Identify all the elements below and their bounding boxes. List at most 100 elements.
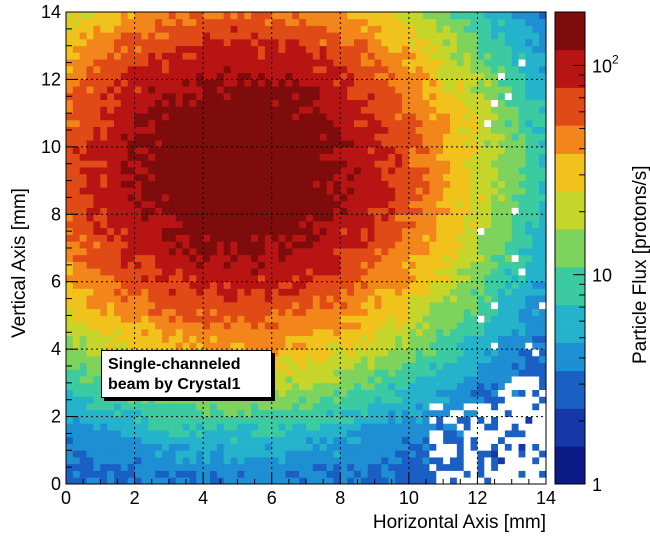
- heatmap-cell: [504, 12, 513, 20]
- heatmap-cell: [162, 457, 170, 465]
- heatmap-cell: [415, 308, 423, 316]
- heatmap-cell: [415, 430, 423, 438]
- heatmap-cell: [422, 301, 430, 310]
- heatmap-cell: [436, 261, 444, 269]
- heatmap-cell: [278, 106, 286, 114]
- heatmap-cell: [498, 362, 506, 370]
- heatmap-cell: [175, 99, 183, 107]
- heatmap-cell: [134, 254, 142, 262]
- heatmap-cell: [374, 59, 382, 67]
- heatmap-cell: [436, 200, 444, 208]
- heatmap-cell: [203, 315, 211, 323]
- heatmap-cell: [354, 221, 362, 229]
- heatmap-cell: [518, 214, 526, 222]
- heatmap-cell: [443, 133, 451, 141]
- heatmap-cell: [155, 268, 163, 276]
- heatmap-cell: [168, 443, 177, 451]
- heatmap-cell: [374, 187, 382, 195]
- heatmap-cell: [388, 234, 396, 242]
- heatmap-cell: [72, 477, 81, 485]
- heatmap-cell: [470, 25, 478, 33]
- heatmap-cell: [333, 79, 341, 87]
- heatmap-cell: [127, 173, 135, 181]
- heatmap-cell: [402, 281, 410, 289]
- heatmap-cell: [278, 315, 286, 323]
- heatmap-cell: [367, 207, 375, 215]
- heatmap-cell: [354, 396, 362, 404]
- heatmap-cell: [210, 65, 218, 74]
- heatmap-cell: [450, 261, 458, 269]
- heatmap-cell: [429, 167, 437, 175]
- heatmap-cell: [477, 79, 485, 87]
- heatmap-cell: [203, 126, 211, 134]
- heatmap-cell: [162, 86, 170, 94]
- heatmap-cell: [463, 38, 471, 47]
- heatmap-cell: [210, 261, 218, 269]
- heatmap-cell: [470, 72, 478, 80]
- heatmap-cell: [360, 274, 369, 283]
- heatmap-cell: [319, 18, 327, 26]
- heatmap-cell: [196, 92, 204, 101]
- heatmap-cell: [532, 221, 540, 229]
- heatmap-cell: [155, 322, 163, 330]
- heatmap-cell: [292, 221, 300, 229]
- heatmap-cell: [360, 396, 369, 404]
- heatmap-cell: [436, 12, 444, 20]
- heatmap-cell: [395, 207, 403, 215]
- heatmap-cell: [429, 65, 437, 74]
- heatmap-cell: [436, 18, 444, 26]
- heatmap-cell: [484, 288, 492, 296]
- heatmap-cell: [237, 126, 245, 134]
- heatmap-cell: [66, 32, 74, 40]
- heatmap-cell: [258, 72, 266, 80]
- heatmap-cell: [326, 416, 334, 424]
- heatmap-cell: [271, 376, 279, 384]
- heatmap-cell: [107, 187, 115, 195]
- heatmap-cell: [408, 416, 417, 424]
- heatmap-cell: [175, 328, 183, 337]
- heatmap-cell: [532, 52, 540, 60]
- heatmap-cell: [148, 234, 156, 242]
- heatmap-cell: [374, 328, 382, 337]
- heatmap-cell: [285, 234, 293, 242]
- heatmap-cell: [463, 457, 471, 465]
- heatmap-cell: [162, 18, 170, 26]
- heatmap-cell: [134, 322, 142, 330]
- heatmap-cell: [333, 342, 341, 350]
- heatmap-cell: [388, 72, 396, 80]
- heatmap-cell: [463, 241, 471, 249]
- heatmap-cell: [477, 349, 485, 357]
- heatmap-cell: [155, 32, 163, 40]
- heatmap-cell: [429, 92, 437, 101]
- heatmap-cell: [292, 369, 300, 377]
- heatmap-cell: [477, 86, 485, 94]
- heatmap-cell: [120, 18, 129, 26]
- heatmap-cell: [148, 140, 156, 148]
- heatmap-cell: [511, 248, 519, 256]
- heatmap-cell: [66, 180, 74, 188]
- heatmap-cell: [155, 254, 163, 262]
- heatmap-cell: [504, 396, 513, 404]
- heatmap-cell: [360, 92, 369, 101]
- heatmap-cell: [292, 463, 300, 471]
- heatmap-cell: [168, 403, 177, 411]
- heatmap-cell: [539, 288, 547, 296]
- heatmap-cell: [134, 227, 142, 235]
- heatmap-cell: [388, 52, 396, 60]
- heatmap-cell: [86, 180, 94, 188]
- heatmap-cell: [66, 389, 74, 397]
- heatmap-cell: [210, 126, 218, 134]
- heatmap-cell: [463, 126, 471, 134]
- heatmap-cell: [216, 194, 225, 202]
- heatmap-cell: [292, 86, 300, 94]
- heatmap-cell: [402, 369, 410, 377]
- heatmap-cell: [402, 173, 410, 181]
- heatmap-cell: [333, 281, 341, 289]
- heatmap-cell: [271, 342, 279, 350]
- heatmap-cell: [230, 86, 238, 94]
- heatmap-cell: [175, 59, 183, 67]
- heatmap-cell: [415, 301, 423, 310]
- heatmap-cell: [429, 241, 437, 249]
- heatmap-cell: [518, 477, 526, 485]
- heatmap-cell: [79, 396, 87, 404]
